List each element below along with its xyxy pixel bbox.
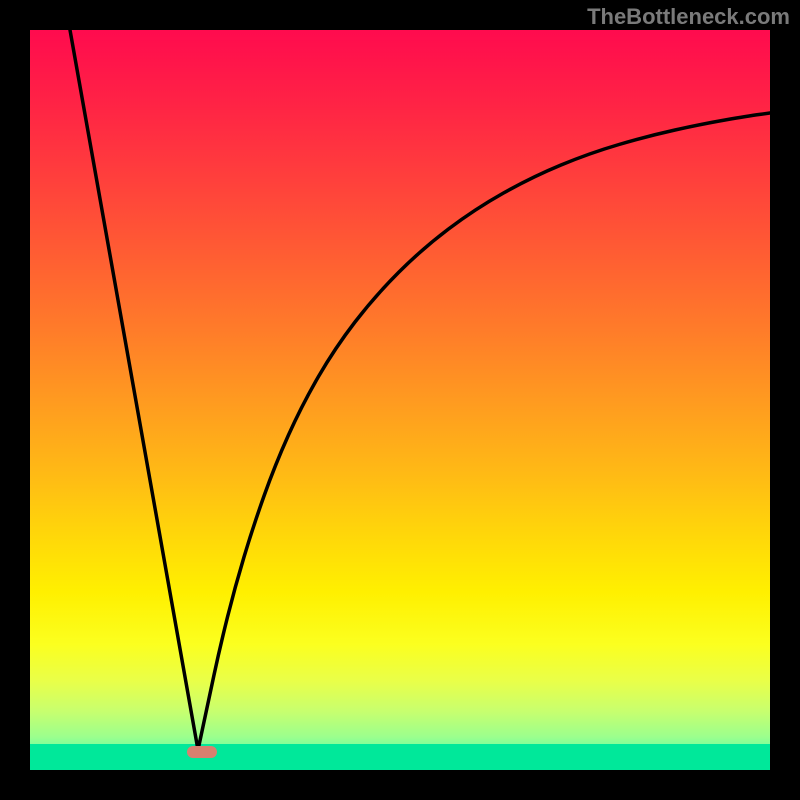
plot-area	[30, 30, 770, 770]
watermark-text: TheBottleneck.com	[587, 4, 790, 30]
chart-container: TheBottleneck.com	[0, 0, 800, 800]
bottleneck-curve	[70, 30, 770, 750]
curve-svg	[30, 30, 770, 770]
optimum-marker	[187, 746, 217, 758]
